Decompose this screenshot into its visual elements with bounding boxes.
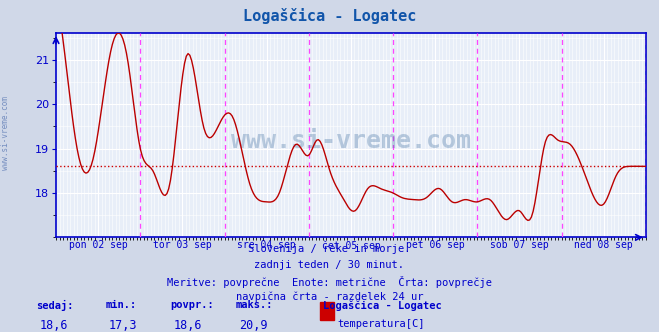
- Text: 18,6: 18,6: [173, 319, 202, 332]
- Text: Logaščica - Logatec: Logaščica - Logatec: [243, 8, 416, 24]
- Text: www.si-vreme.com: www.si-vreme.com: [1, 96, 10, 170]
- Text: www.si-vreme.com: www.si-vreme.com: [231, 129, 471, 153]
- Text: Logaščica - Logatec: Logaščica - Logatec: [323, 300, 442, 311]
- Text: povpr.:: povpr.:: [170, 300, 214, 310]
- Text: 18,6: 18,6: [40, 319, 68, 332]
- Text: sedaj:: sedaj:: [36, 300, 74, 311]
- Text: zadnji teden / 30 minut.: zadnji teden / 30 minut.: [254, 260, 405, 270]
- Text: Slovenija / reke in morje.: Slovenija / reke in morje.: [248, 244, 411, 254]
- Text: 20,9: 20,9: [239, 319, 268, 332]
- Text: Meritve: povprečne  Enote: metrične  Črta: povprečje: Meritve: povprečne Enote: metrične Črta:…: [167, 276, 492, 288]
- Text: min.:: min.:: [105, 300, 136, 310]
- Text: navpična črta - razdelek 24 ur: navpična črta - razdelek 24 ur: [236, 292, 423, 302]
- Text: maks.:: maks.:: [236, 300, 273, 310]
- Text: temperatura[C]: temperatura[C]: [337, 319, 425, 329]
- Text: 17,3: 17,3: [109, 319, 137, 332]
